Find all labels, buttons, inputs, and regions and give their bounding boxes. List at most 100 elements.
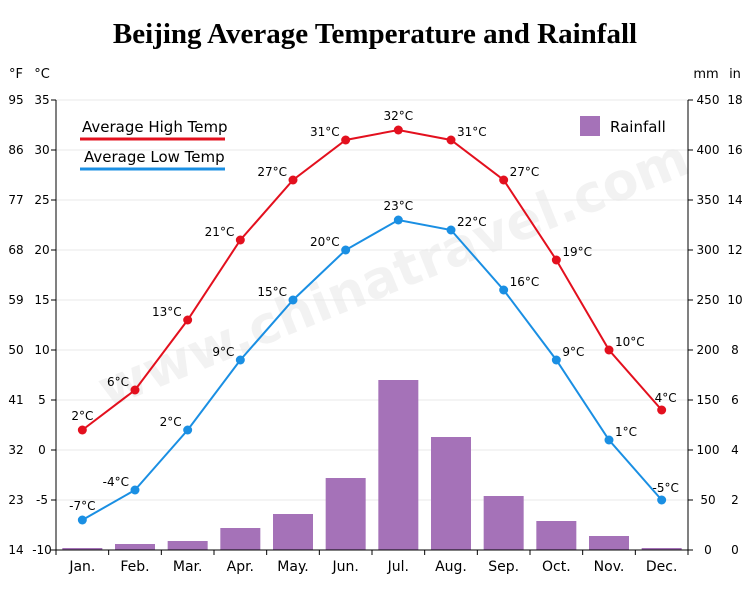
bar-rainfall-jul: [378, 380, 419, 550]
tick-label-mm: 50: [700, 493, 715, 507]
tick-label-c: 0: [38, 443, 46, 457]
tick-label-c: -10: [32, 543, 52, 557]
tick-label-f: 50: [8, 343, 23, 357]
x-tick-label: Jun.: [332, 559, 359, 575]
data-label: 27°C: [510, 165, 540, 179]
point-high-temp: [341, 135, 351, 145]
data-label: 4°C: [655, 391, 677, 405]
point-low-temp: [341, 245, 351, 255]
tick-label-c: -5: [36, 493, 48, 507]
tick-label-in: 10: [727, 293, 742, 307]
data-label: 13°C: [152, 305, 182, 319]
tick-label-in: 14: [727, 193, 742, 207]
tick-label-f: 41: [8, 393, 23, 407]
x-tick-label: Dec.: [646, 559, 678, 575]
watermark: www.chinatravel.com: [90, 128, 698, 420]
point-high-temp: [77, 425, 87, 435]
data-label: 23°C: [384, 199, 414, 213]
point-high-temp: [183, 315, 193, 325]
point-low-temp: [551, 355, 561, 365]
tick-label-f: 14: [8, 543, 23, 557]
point-low-temp: [235, 355, 245, 365]
bar-rainfall-jun: [325, 478, 366, 550]
tick-label-f: 95: [8, 93, 23, 107]
tick-label-in: 18: [727, 93, 742, 107]
bar-rainfall-aug: [431, 437, 471, 550]
axis-unit-f: °F: [9, 67, 23, 82]
line-high-temp: [81, 128, 663, 431]
tick-label-in: 8: [731, 343, 739, 357]
point-low-temp: [446, 225, 456, 235]
bar-rainfall-sep: [483, 496, 524, 550]
tick-label-in: 16: [727, 143, 742, 157]
chart-title: Beijing Average Temperature and Rainfall: [112, 18, 638, 50]
data-label: 16°C: [510, 275, 540, 289]
data-label: 22°C: [457, 215, 487, 229]
point-high-temp: [393, 125, 403, 135]
data-label: 31°C: [310, 125, 340, 139]
point-low-temp: [604, 435, 614, 445]
bar-rainfall-mar: [167, 541, 208, 550]
x-tick-label: Sep.: [488, 559, 519, 575]
legend-label-rainfall: Rainfall: [610, 118, 666, 136]
line-low-temp: [81, 218, 663, 521]
tick-label-f: 86: [8, 143, 23, 157]
axis-unit-c: °C: [34, 67, 50, 82]
data-label: 2°C: [160, 415, 182, 429]
tick-label-c: 10: [34, 343, 49, 357]
legend-swatch-rainfall: [580, 116, 600, 136]
point-high-temp: [130, 385, 140, 395]
tick-label-c: 15: [34, 293, 49, 307]
data-label: 10°C: [615, 335, 645, 349]
point-high-temp: [235, 235, 245, 245]
data-label: -5°C: [652, 481, 678, 495]
tick-label-f: 77: [8, 193, 23, 207]
tick-label-mm: 150: [697, 393, 720, 407]
axis-unit-mm: mm: [693, 67, 718, 82]
point-low-temp: [130, 485, 140, 495]
data-label: 27°C: [257, 165, 287, 179]
point-high-temp: [446, 135, 456, 145]
data-label: 20°C: [310, 235, 340, 249]
data-label: 9°C: [562, 345, 584, 359]
data-label: 32°C: [384, 109, 414, 123]
x-tick-label: Mar.: [173, 559, 203, 575]
point-low-temp: [183, 425, 193, 435]
tick-label-f: 68: [8, 243, 23, 257]
tick-label-f: 59: [8, 293, 23, 307]
x-tick-label: Jul.: [387, 559, 409, 575]
x-tick-label: May.: [277, 559, 308, 575]
tick-label-in: 12: [727, 243, 742, 257]
axis-unit-in: in: [729, 67, 741, 82]
tick-label-mm: 100: [697, 443, 720, 457]
x-tick-label: Jan.: [68, 559, 95, 575]
tick-label-in: 0: [731, 543, 739, 557]
data-label: 1°C: [615, 425, 637, 439]
bar-rainfall-feb: [115, 544, 155, 550]
tick-label-in: 2: [731, 493, 739, 507]
tick-label-c: 25: [34, 193, 49, 207]
tick-label-mm: 200: [697, 343, 720, 357]
legend-label-high: Average High Temp: [82, 118, 228, 136]
data-label: 19°C: [562, 245, 592, 259]
bar-rainfall-may: [273, 514, 313, 550]
tick-label-in: 4: [731, 443, 739, 457]
data-label: 2°C: [71, 409, 93, 423]
data-label: 9°C: [212, 345, 234, 359]
data-label: 15°C: [257, 285, 287, 299]
x-tick-label: Feb.: [120, 559, 149, 575]
bar-rainfall-oct: [536, 521, 577, 550]
tick-label-c: 35: [34, 93, 49, 107]
point-high-temp: [499, 175, 509, 185]
tick-label-in: 6: [731, 393, 739, 407]
tick-label-f: 32: [8, 443, 23, 457]
bar-rainfall-jan: [62, 548, 103, 550]
point-high-temp: [288, 175, 298, 185]
tick-label-mm: 400: [697, 143, 720, 157]
data-label: 31°C: [457, 125, 487, 139]
tick-label-f: 23: [8, 493, 23, 507]
bar-rainfall-dec: [641, 548, 682, 550]
tick-label-mm: 350: [697, 193, 720, 207]
data-label: -4°C: [103, 475, 129, 489]
